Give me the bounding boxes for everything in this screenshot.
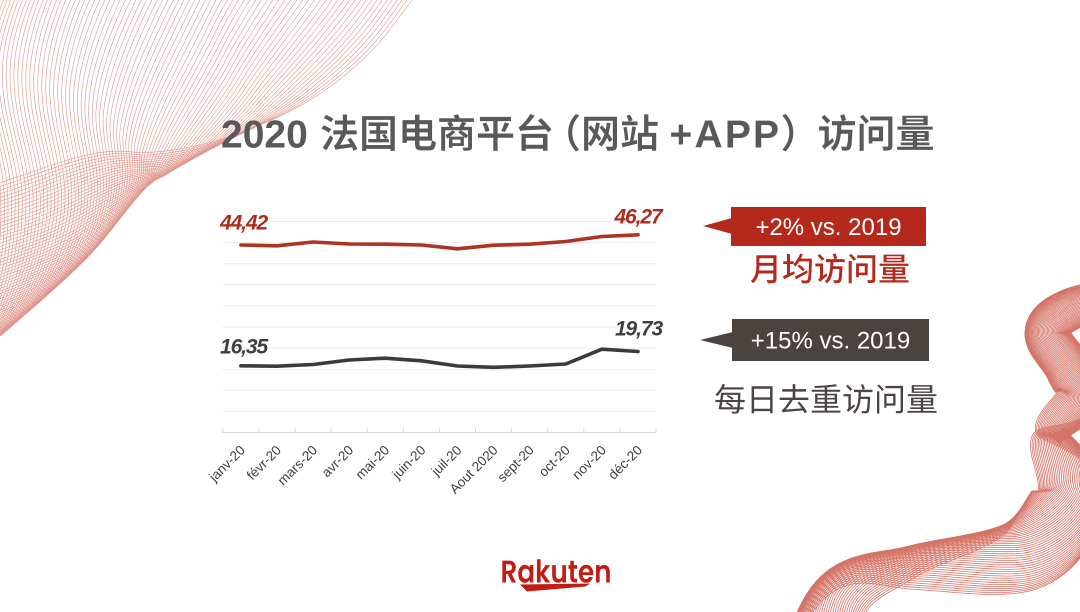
svg-text:+15% vs. 2019: +15% vs. 2019 [751, 327, 910, 354]
svg-text:46,27: 46,27 [613, 206, 663, 229]
svg-text:19,73: 19,73 [615, 318, 663, 341]
svg-text:44,42: 44,42 [219, 212, 268, 235]
svg-text:mai-20: mai-20 [353, 443, 393, 483]
svg-text:sept-20: sept-20 [494, 443, 536, 485]
svg-text:nov-20: nov-20 [569, 443, 609, 483]
svg-text:2020: 2020 [221, 114, 308, 157]
svg-text:oct-20: oct-20 [536, 443, 573, 480]
svg-text:+2% vs. 2019: +2% vs. 2019 [755, 214, 901, 241]
svg-text:avr-20: avr-20 [319, 443, 357, 481]
svg-text:déc-20: déc-20 [605, 443, 645, 483]
svg-text:juin-20: juin-20 [389, 443, 429, 483]
svg-text:16,35: 16,35 [220, 336, 268, 359]
svg-text:janv-20: janv-20 [205, 443, 248, 486]
svg-text:mars-20: mars-20 [275, 443, 321, 489]
svg-text:+APP: +APP [670, 114, 782, 157]
